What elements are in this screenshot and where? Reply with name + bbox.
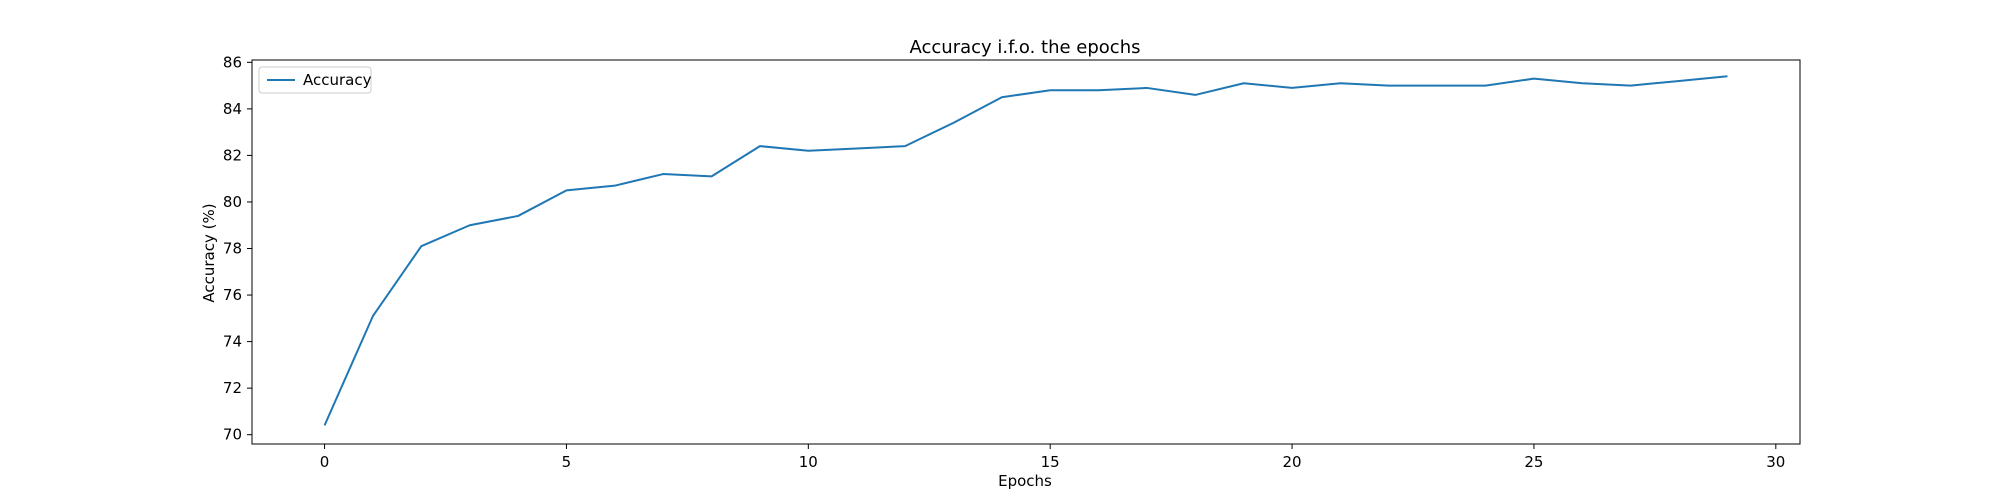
x-tick-label: 25 [1524,453,1543,471]
legend-box [258,66,372,94]
y-tick-label: 76 [223,286,242,304]
x-tick-label: 30 [1766,453,1785,471]
y-axis-label: Accuracy (%) [200,203,218,302]
y-tick-label: 78 [223,240,242,258]
x-tick-label: 15 [1041,453,1060,471]
legend: Accuracy [258,66,372,94]
x-tick-label: 20 [1283,453,1302,471]
y-tick-label: 82 [223,146,242,164]
series-line-accuracy [323,75,1728,426]
x-tick-label: 0 [320,453,330,471]
y-tick-label: 80 [223,193,242,211]
y-tick-label: 74 [223,333,242,351]
x-axis-label: Epochs [998,472,1052,490]
plot-frame [251,59,1801,445]
chart-title: Accuracy i.f.o. the epochs [910,37,1141,58]
x-tick-label: 5 [562,453,572,471]
y-tick-label: 86 [223,53,242,71]
plot-area: 0 5 10 15 20 25 30 70 72 74 76 78 80 82 84 86 [223,53,1801,471]
y-tick-label: 70 [223,426,242,444]
x-tick-label: 10 [799,453,818,471]
y-tick-label: 72 [223,379,242,397]
legend-label: Accuracy [303,71,372,89]
y-tick-label: 84 [223,100,242,118]
